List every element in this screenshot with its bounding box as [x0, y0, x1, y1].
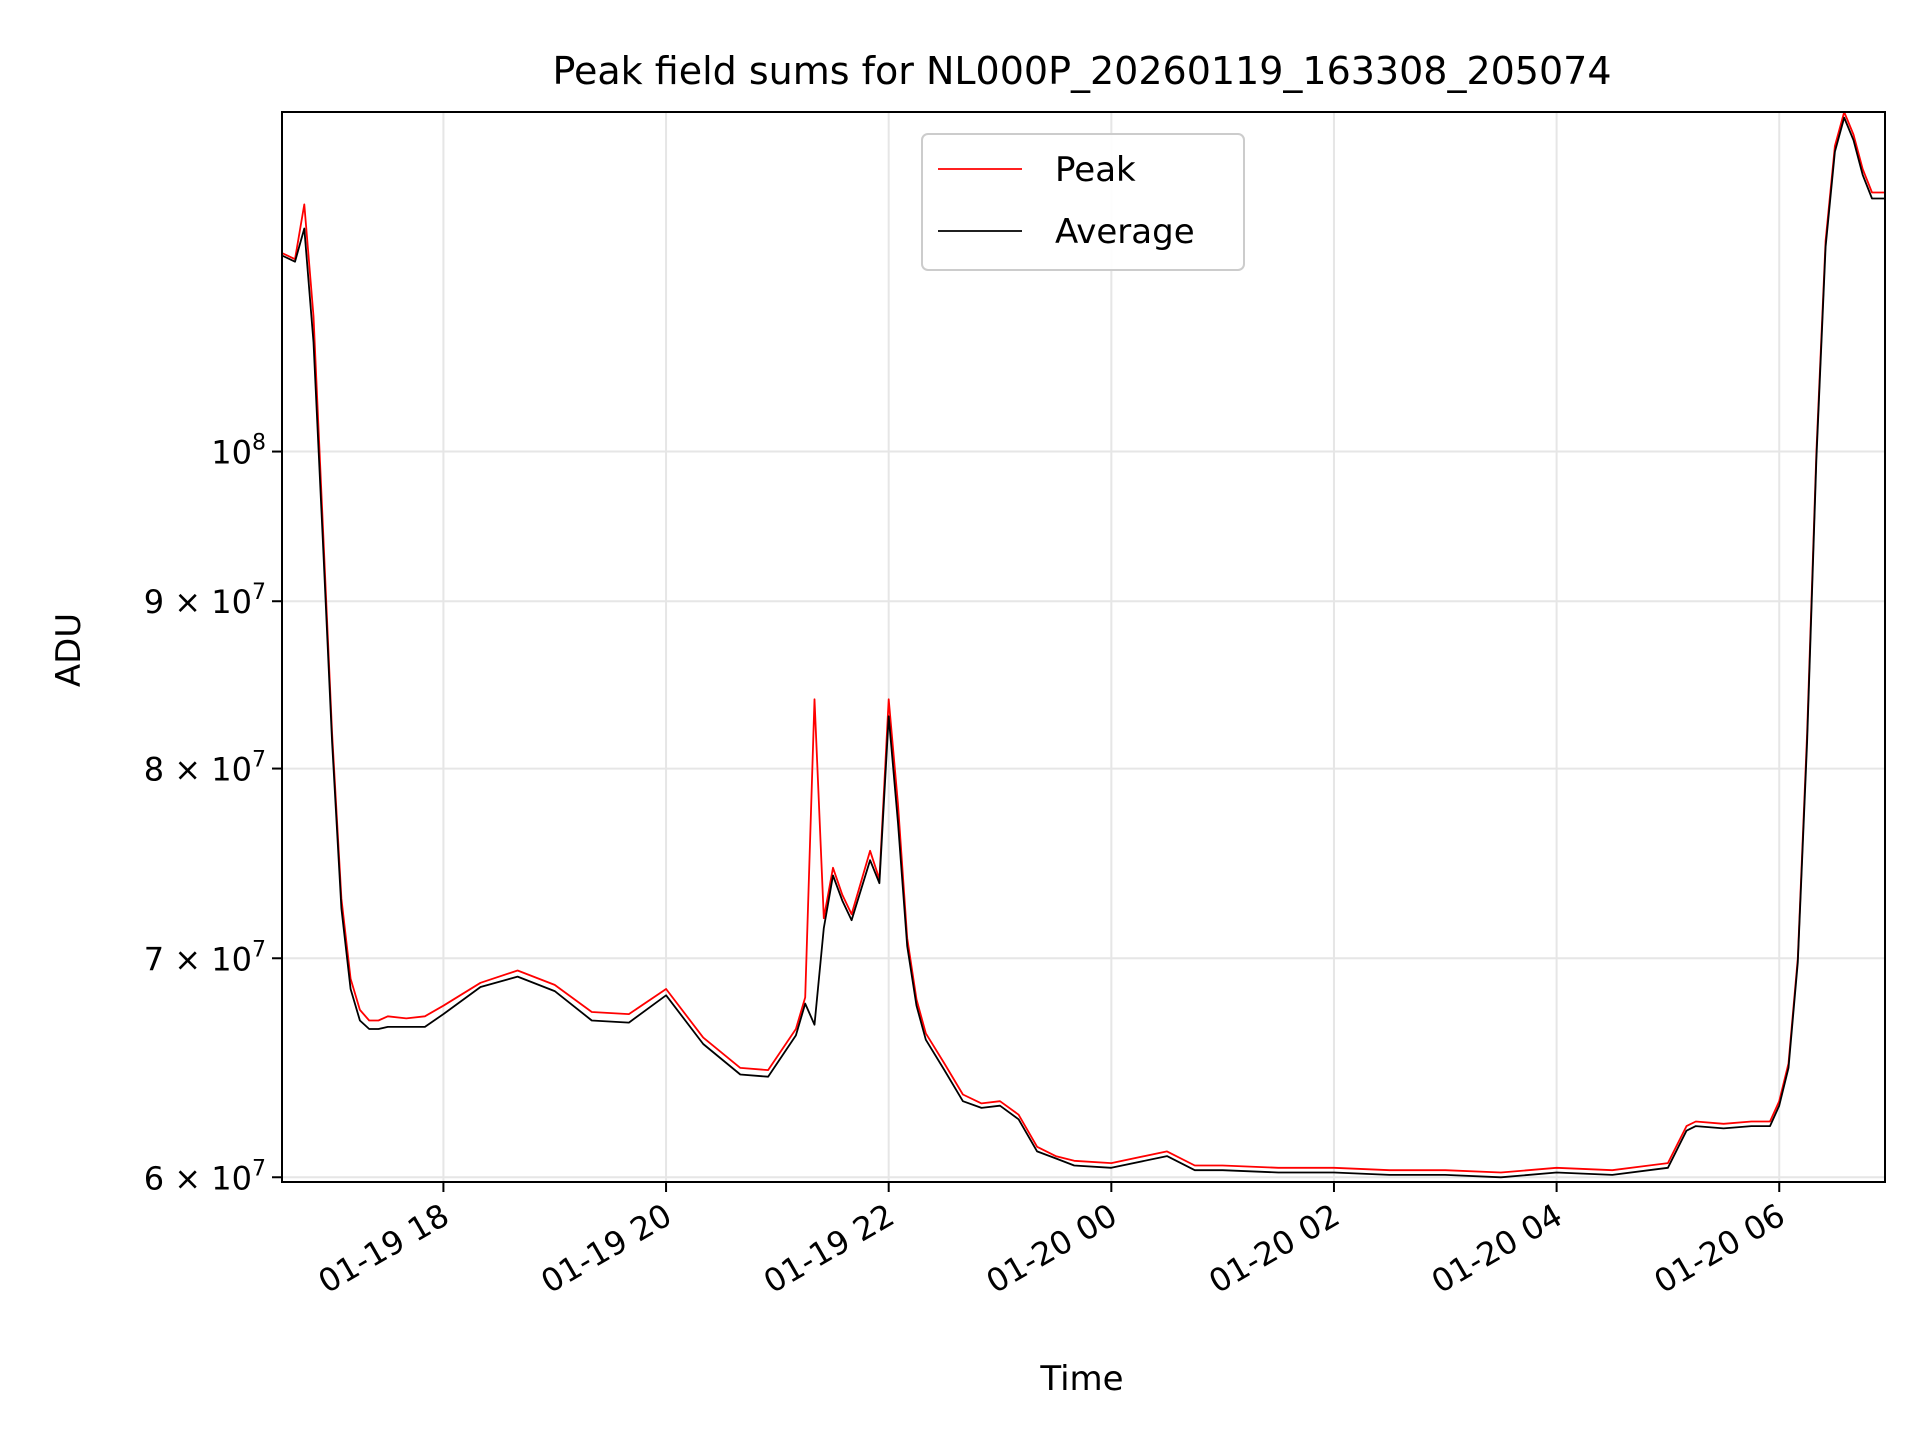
legend-label-peak: Peak [1055, 150, 1136, 190]
y-axis-ticks: 6 × 107 7 × 107 8 × 107 9 × 107 108 [144, 431, 282, 1197]
chart-title: Peak field sums for NL000P_20260119_1633… [552, 49, 1611, 93]
plot-frame [281, 111, 1886, 1183]
y-tick-label: 6 × 107 [144, 1156, 266, 1197]
legend-box [921, 133, 1245, 271]
plot-series [281, 111, 1885, 1179]
legend: Peak Average [921, 133, 1245, 271]
series-line-average [281, 116, 1885, 1179]
y-tick-label: 9 × 107 [144, 580, 266, 621]
y-tick-label: 8 × 107 [144, 748, 266, 789]
grid [282, 112, 1885, 1182]
x-axis-label: Time [1039, 1359, 1123, 1399]
series-line-peak [281, 111, 1885, 1174]
legend-label-average: Average [1055, 212, 1195, 252]
y-tick-label: 7 × 107 [144, 937, 266, 978]
y-tick-label: 108 [211, 431, 266, 472]
y-axis-label: ADU [49, 613, 89, 687]
